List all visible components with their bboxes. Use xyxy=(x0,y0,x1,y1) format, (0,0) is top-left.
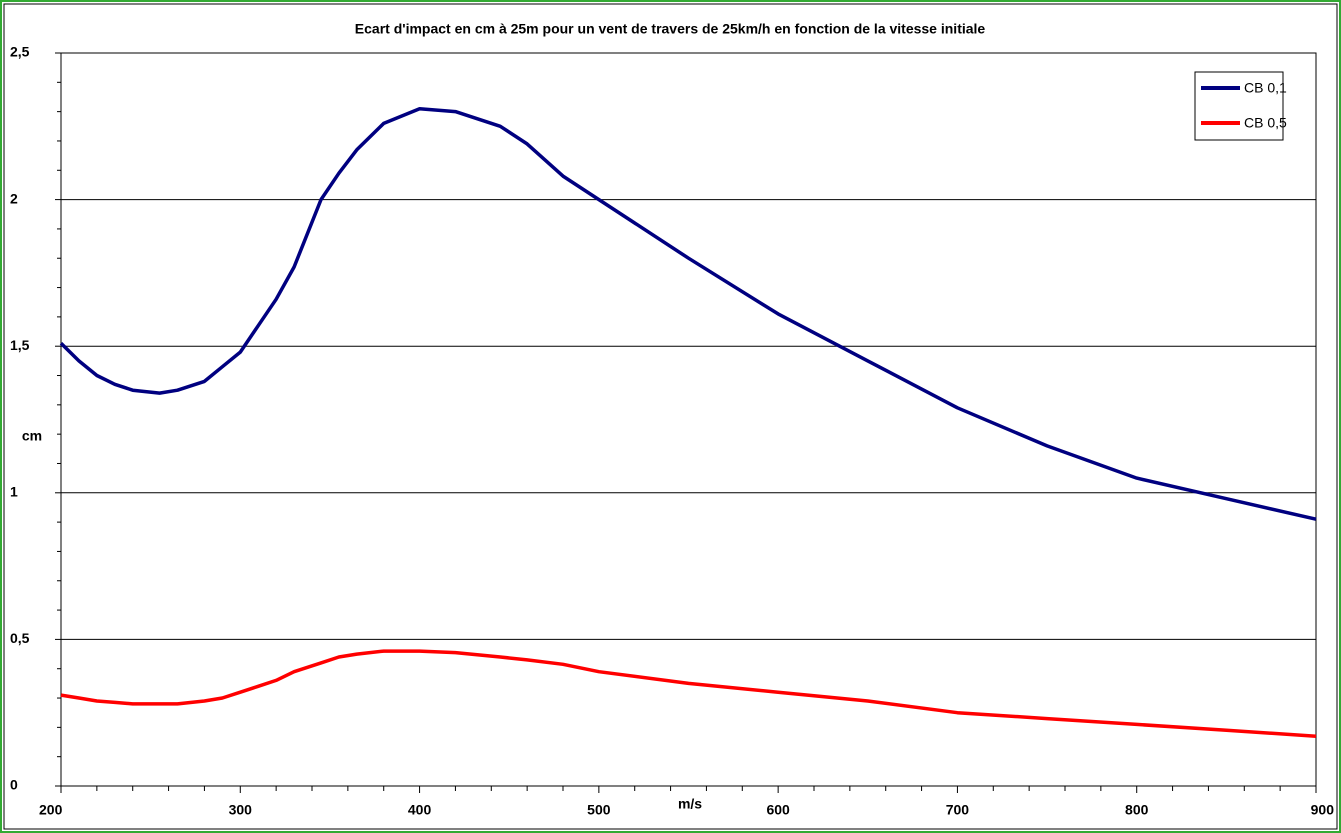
x-tick-label: 700 xyxy=(946,802,970,818)
legend-box xyxy=(1194,71,1284,141)
y-tick-label: 0 xyxy=(10,777,18,793)
legend-label: CB 0,5 xyxy=(1244,115,1287,131)
line-series xyxy=(60,649,1317,738)
x-axis-label: m/s xyxy=(678,796,702,812)
x-tick-label: 800 xyxy=(1125,802,1149,818)
y-axis-label: cm xyxy=(22,428,42,444)
line-series xyxy=(59,106,1317,521)
inner-frame xyxy=(3,3,1338,830)
x-tick-label: 200 xyxy=(39,802,63,818)
y-tick-label: 1 xyxy=(10,484,18,500)
x-tick-label: 500 xyxy=(587,802,611,818)
y-tick-label: 1,5 xyxy=(10,337,30,353)
x-tick-label: 400 xyxy=(408,802,432,818)
x-tick-label: 300 xyxy=(229,802,253,818)
chart-title: Ecart d'impact en cm à 25m pour un vent … xyxy=(355,21,986,37)
y-tick-label: 2,5 xyxy=(10,44,30,60)
y-tick-label: 2 xyxy=(10,190,18,206)
legend-label: CB 0,1 xyxy=(1244,80,1287,96)
y-tick-label: 0,5 xyxy=(10,630,30,646)
x-tick-label: 900 xyxy=(1311,802,1335,818)
x-tick-label: 600 xyxy=(766,802,790,818)
plot-area xyxy=(60,52,1317,787)
